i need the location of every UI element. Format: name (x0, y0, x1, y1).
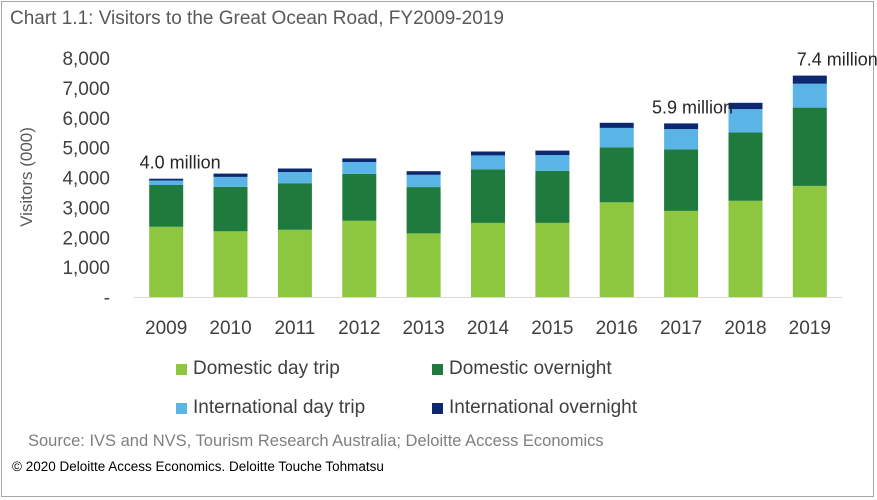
bar-2017-domestic-overnight (664, 149, 699, 211)
bar-2017-domestic-day-trip (664, 211, 699, 297)
bar-2009-international-overnight (149, 178, 184, 181)
bar-2011-domestic-day-trip (277, 229, 312, 297)
y-tick-label: - (104, 288, 110, 309)
x-tick-label: 2010 (209, 318, 251, 339)
annotation-2017: 5.9 million (652, 97, 733, 117)
bar-2016-international-day-trip (599, 127, 634, 148)
bar-2013-domestic-day-trip (406, 233, 441, 297)
bar-2010-international-day-trip (213, 176, 248, 187)
y-tick-label: 5,000 (62, 139, 110, 160)
y-tick-label: 2,000 (62, 228, 110, 249)
legend-swatch-international-overnight (432, 402, 443, 414)
bar-2011-international-overnight (277, 168, 312, 173)
y-tick-label: 1,000 (62, 258, 110, 279)
bar-2009-domestic-day-trip (149, 226, 184, 297)
bar-2012-international-overnight (342, 158, 377, 162)
bar-2011-domestic-overnight (277, 183, 312, 230)
legend-international-day-trip: International day trip (176, 397, 365, 419)
x-tick-label: 2016 (596, 318, 638, 339)
bar-2012-international-day-trip (342, 162, 377, 174)
chart-title: Chart 1.1: Visitors to the Great Ocean R… (10, 8, 504, 29)
bar-2019-domestic-overnight (792, 107, 827, 186)
y-tick-label: 6,000 (62, 109, 110, 130)
legend-label: Domestic day trip (193, 358, 340, 379)
bar-2018-international-overnight (728, 102, 763, 110)
bar-2018-international-day-trip (728, 109, 763, 133)
legend-swatch-international-day-trip (176, 402, 187, 414)
annotation-2019: 7.4 million (797, 50, 877, 70)
x-tick-label: 2015 (531, 318, 573, 339)
legend-domestic-overnight: Domestic overnight (432, 358, 612, 380)
source-note: Source: IVS and NVS, Tourism Research Au… (28, 432, 604, 450)
bar-2018-domestic-overnight (728, 132, 763, 201)
bar-2017-international-day-trip (664, 129, 699, 150)
bar-2013-domestic-overnight (406, 187, 441, 234)
bar-2014-domestic-overnight (471, 169, 505, 223)
legend-label: Domestic overnight (449, 358, 612, 379)
bar-2014-international-overnight (471, 151, 505, 156)
x-tick-label: 2014 (467, 318, 510, 339)
legend-swatch-domestic-overnight (432, 363, 443, 375)
bar-2010-international-overnight (213, 173, 248, 177)
x-tick-label: 2017 (660, 318, 702, 339)
bar-2009-domestic-overnight (149, 185, 184, 227)
y-axis-label: Visitors (000) (17, 127, 36, 227)
x-tick-label: 2019 (789, 318, 831, 339)
bar-2014-domestic-day-trip (471, 222, 505, 297)
bar-2019-international-overnight (792, 75, 827, 84)
bar-2015-international-day-trip (535, 155, 570, 171)
bar-2009-international-day-trip (149, 180, 184, 185)
legend-label: International overnight (449, 397, 638, 418)
y-tick-label: 3,000 (62, 198, 110, 219)
bar-2019-international-day-trip (792, 83, 827, 108)
legend-swatch-domestic-day-trip (176, 363, 187, 375)
bar-2013-international-overnight (406, 171, 441, 175)
y-tick-label: 8,000 (62, 49, 110, 70)
bar-2017-international-overnight (664, 123, 699, 130)
bar-2012-domestic-day-trip (342, 220, 377, 297)
legend-label: International day trip (193, 397, 366, 418)
bar-2011-international-day-trip (277, 172, 312, 184)
bar-2010-domestic-day-trip (213, 231, 248, 297)
bar-2016-domestic-day-trip (599, 202, 634, 297)
bar-2015-domestic-day-trip (535, 222, 570, 297)
x-tick-label: 2012 (338, 318, 380, 339)
x-tick-label: 2011 (274, 318, 315, 339)
x-tick-label: 2018 (724, 318, 766, 339)
bar-2013-international-day-trip (406, 174, 441, 187)
bar-2014-international-day-trip (471, 155, 505, 170)
bar-2016-international-overnight (599, 122, 634, 128)
annotation-2009: 4.0 million (140, 153, 221, 173)
bar-2015-international-overnight (535, 150, 570, 156)
copyright-note: © 2020 Deloitte Access Economics. Deloit… (12, 459, 384, 474)
legend-international-overnight: International overnight (432, 397, 637, 419)
bar-2010-domestic-overnight (213, 186, 248, 232)
y-tick-label: 7,000 (62, 79, 110, 100)
bar-2019-domestic-day-trip (792, 185, 827, 297)
y-tick-label: 4,000 (62, 169, 110, 190)
bar-2012-domestic-overnight (342, 173, 377, 221)
bar-2016-domestic-overnight (599, 147, 634, 203)
bar-2018-domestic-day-trip (728, 200, 763, 297)
bar-2015-domestic-overnight (535, 170, 570, 223)
legend-domestic-day-trip: Domestic day trip (176, 358, 340, 380)
x-tick-label: 2013 (402, 318, 444, 339)
x-tick-label: 2009 (145, 318, 187, 339)
